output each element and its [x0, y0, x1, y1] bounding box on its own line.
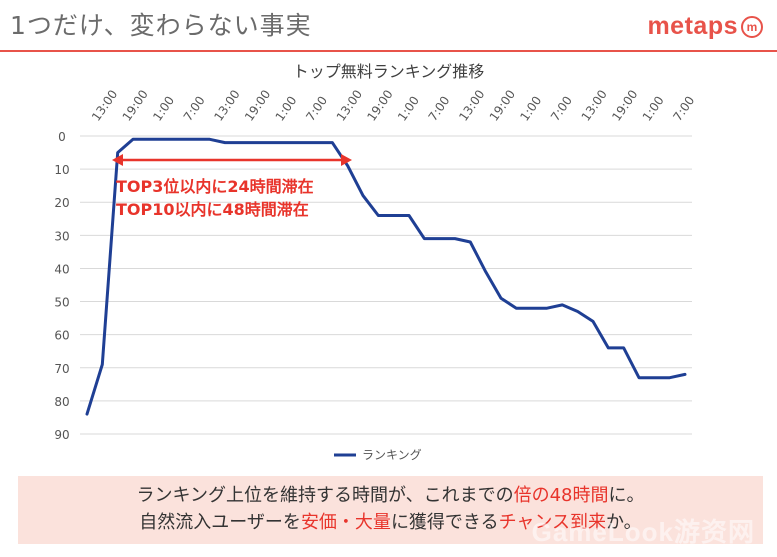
x-tick-label: 1:00: [273, 94, 300, 124]
metaps-logo: metaps m: [647, 12, 763, 41]
callout-text: ランキング上位を維持する時間が、これまでの: [136, 485, 514, 506]
x-tick-label: 19:00: [609, 87, 640, 123]
callout-text: 自然流入ユーザーを: [139, 512, 301, 533]
x-tick-label: 7:00: [670, 94, 697, 124]
callout-highlight: チャンス到来: [498, 512, 607, 533]
y-tick-label: 40: [54, 262, 69, 276]
x-tick-label: 7:00: [303, 94, 330, 124]
summary-callout: ランキング上位を維持する時間が、これまでの倍の48時間に。 自然流入ユーザーを安…: [18, 476, 763, 544]
callout-highlight: 安価・大量: [300, 512, 391, 533]
x-tick-label: 13:00: [456, 87, 487, 123]
x-tick-label: 19:00: [242, 87, 273, 123]
callout-text: に獲得できる: [390, 512, 499, 533]
header-divider: [0, 50, 777, 52]
legend-label: ランキング: [362, 448, 422, 462]
slide-title: 1つだけ、変わらない事実: [10, 11, 312, 40]
watermark: GameLook游资网: [531, 517, 755, 547]
x-tick-label: 1:00: [150, 94, 177, 124]
logo-mark-icon: m: [741, 15, 763, 38]
callout-line-2: 自然流入ユーザーを安価・大量に獲得できるチャンス到来か。: [18, 509, 763, 536]
y-tick-label: 0: [58, 130, 66, 144]
annotation-arrow-left-head: [112, 154, 123, 166]
x-tick-label: 1:00: [517, 94, 544, 124]
callout-line-1: ランキング上位を維持する時間が、これまでの倍の48時間に。: [18, 482, 763, 509]
x-tick-label: 1:00: [395, 94, 422, 124]
y-tick-label: 90: [54, 428, 69, 442]
y-tick-label: 80: [54, 395, 69, 409]
x-tick-label: 7:00: [548, 94, 575, 124]
y-tick-label: 60: [54, 329, 69, 343]
y-tick-label: 30: [54, 229, 69, 243]
annotation-arrow-right-head: [341, 154, 352, 166]
x-tick-label: 13:00: [89, 87, 120, 123]
x-tick-label: 19:00: [364, 87, 395, 123]
chart-title: トップ無料ランキング推移: [292, 62, 485, 81]
y-tick-label: 70: [54, 362, 69, 376]
x-tick-label: 1:00: [640, 94, 667, 124]
x-tick-label: 13:00: [579, 87, 610, 123]
series-line-ranking: [85, 137, 687, 416]
x-tick-label: 13:00: [334, 87, 365, 123]
annotation-text: TOP3位以内に24時間滞在: [116, 177, 314, 196]
x-tick-label: 7:00: [426, 94, 453, 124]
y-tick-label: 10: [54, 163, 69, 177]
callout-highlight: 倍の48時間: [513, 485, 609, 506]
annotation-text: TOP10以内に48時間滞在: [116, 200, 309, 219]
y-tick-label: 20: [54, 196, 69, 210]
x-tick-label: 19:00: [120, 87, 151, 123]
callout-text: か。: [606, 512, 642, 533]
y-tick-label: 50: [54, 296, 69, 310]
logo-wordmark: metaps: [647, 12, 738, 40]
x-tick-label: 13:00: [211, 87, 242, 123]
callout-text: に。: [608, 485, 645, 506]
x-tick-label: 7:00: [181, 94, 208, 124]
x-tick-label: 19:00: [487, 87, 518, 123]
